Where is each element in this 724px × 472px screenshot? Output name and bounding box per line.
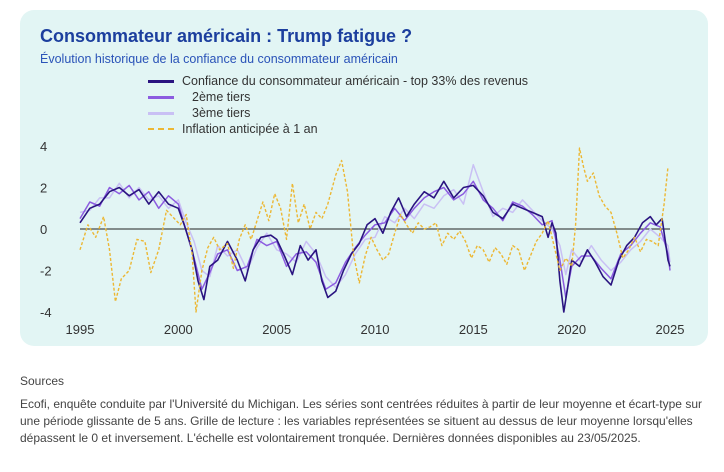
legend-label-tier3: 3ème tiers xyxy=(192,106,251,120)
series-layer xyxy=(79,147,671,313)
y-tick-label: -2 xyxy=(40,264,52,279)
x-tick-label: 2000 xyxy=(164,322,193,337)
series-tier2-line xyxy=(79,180,671,299)
y-tick-label: 2 xyxy=(40,181,47,196)
chart-title: Consommateur américain : Trump fatigue ? xyxy=(40,26,413,46)
x-tick-label: 2005 xyxy=(262,322,291,337)
legend-swatch-inflation xyxy=(148,128,174,130)
y-tick-label: 0 xyxy=(40,222,47,237)
x-tick-label: 2015 xyxy=(459,322,488,337)
legend-swatch-top33 xyxy=(148,80,174,83)
line-chart: 4 2 0 -2 -4 1995 2000 2005 2010 2015 2020 2025 xyxy=(40,139,684,337)
axis-layer: 4 2 0 -2 -4 1995 2000 2005 2010 2015 2020 2025 xyxy=(40,139,684,337)
x-tick-label: 2025 xyxy=(656,322,685,337)
series-inflation-line xyxy=(79,147,669,313)
sources-heading: Sources xyxy=(20,374,65,388)
x-tick-label: 2010 xyxy=(361,322,390,337)
legend-label-top33: Confiance du consommateur américain - to… xyxy=(182,74,529,88)
y-tick-label: 4 xyxy=(40,139,47,154)
series-top33-line xyxy=(79,180,671,313)
x-tick-label: 1995 xyxy=(66,322,95,337)
chart-card: Consommateur américain : Trump fatigue ?… xyxy=(20,10,708,346)
legend-label-tier2: 2ème tiers xyxy=(192,90,251,104)
y-tick-label: -4 xyxy=(40,305,52,320)
chart-subtitle: Évolution historique de la confiance du … xyxy=(40,52,398,66)
sources-text: Ecofi, enquête conduite par l'Université… xyxy=(20,397,702,445)
legend-label-inflation: Inflation anticipée à 1 an xyxy=(182,122,318,136)
series-tier3-line xyxy=(79,163,671,288)
legend-swatch-tier3 xyxy=(148,112,174,115)
x-tick-label: 2020 xyxy=(557,322,586,337)
legend-swatch-tier2 xyxy=(148,96,174,99)
